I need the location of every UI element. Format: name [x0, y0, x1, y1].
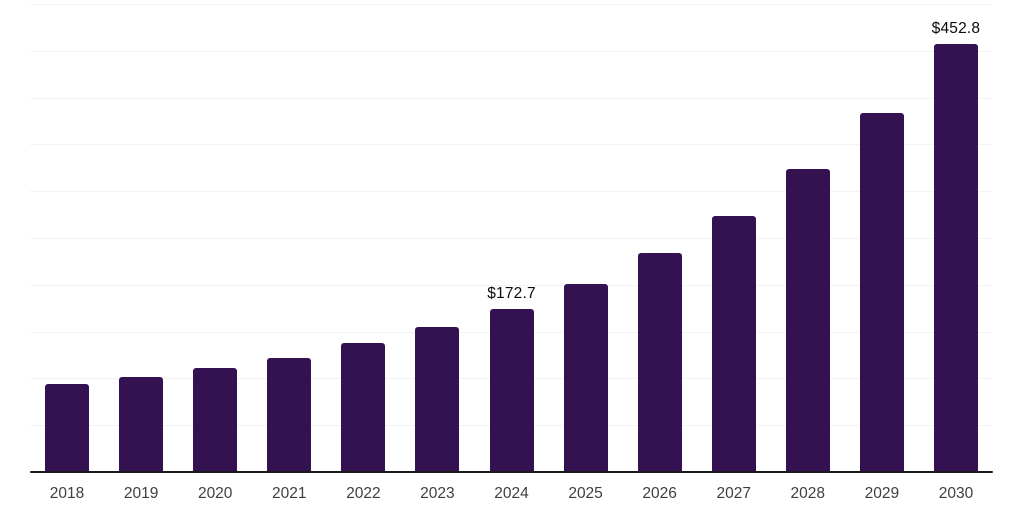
gridline [30, 144, 993, 146]
x-tick-2022: 2022 [346, 485, 381, 502]
gridline [30, 284, 993, 286]
x-axis-line [30, 471, 993, 473]
bar-2025 [563, 283, 608, 472]
bar-2029 [859, 112, 904, 472]
bar-2024 [489, 308, 534, 472]
plot-area: $172.7 $452.8 [30, 4, 993, 473]
bars-group: $172.7 $452.8 [30, 4, 993, 472]
x-tick-2026: 2026 [642, 485, 677, 502]
gridline [30, 50, 993, 52]
bar-2026 [637, 252, 682, 472]
x-tick-2021: 2021 [272, 485, 307, 502]
bar-2030 [933, 43, 978, 472]
x-tick-2027: 2027 [716, 485, 751, 502]
x-tick-2030: 2030 [938, 485, 974, 502]
bar-2028 [785, 169, 830, 472]
x-tick-2023: 2023 [420, 485, 455, 502]
gridline [30, 238, 993, 239]
x-tick-2018: 2018 [49, 485, 85, 502]
x-tick-2024: 2024 [494, 485, 529, 502]
x-tick-2029: 2029 [864, 485, 900, 502]
bar-2023 [415, 327, 460, 472]
gridline [30, 191, 993, 193]
gridline [30, 97, 993, 99]
bar-2021 [267, 357, 312, 472]
gridline [30, 4, 993, 5]
value-label-2030: $452.8 [931, 20, 981, 38]
x-tick-2028: 2028 [790, 485, 826, 502]
x-tick-2019: 2019 [123, 485, 159, 502]
bar-2027 [711, 215, 756, 472]
bar-2018 [45, 384, 90, 472]
bar-2022 [341, 343, 386, 472]
x-tick-2020: 2020 [197, 485, 233, 502]
bar-2020 [193, 367, 238, 472]
value-label-2024: $172.7 [487, 285, 536, 303]
x-tick-2025: 2025 [568, 485, 603, 502]
bar-2019 [119, 376, 164, 472]
